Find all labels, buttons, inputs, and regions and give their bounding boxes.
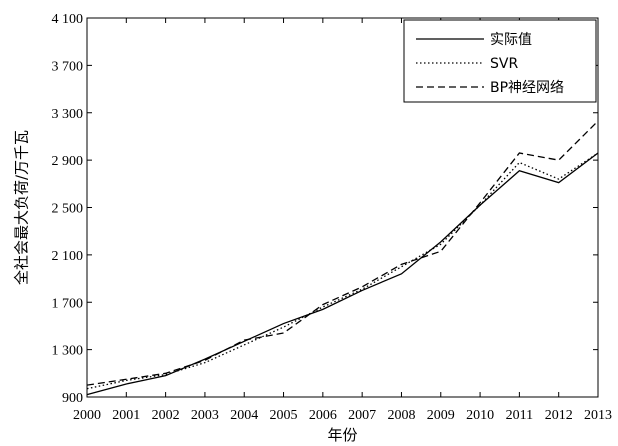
- y-tick-label: 2 900: [52, 154, 84, 169]
- series-line-1: [86, 152, 599, 390]
- series-line-2: [86, 120, 599, 386]
- legend-box: [403, 19, 597, 103]
- x-tick-label: 2008: [387, 408, 415, 423]
- x-tick-label: 2003: [191, 408, 219, 423]
- y-axis-title: 全社会最大负荷/万千瓦: [13, 130, 31, 285]
- y-tick-label: 1 700: [52, 296, 84, 311]
- x-tick-label: 2007: [348, 408, 376, 423]
- x-axis-ticks: 2000 2001 2002 2003 2004 2005 2006 2007 2008 2009…: [73, 18, 612, 423]
- y-tick-label: 2 100: [52, 249, 84, 264]
- legend-label-0: 实际值: [490, 32, 532, 48]
- series-layer: [86, 120, 599, 396]
- y-tick-label: 2 500: [52, 202, 84, 217]
- x-tick-label: 2006: [309, 408, 337, 423]
- y-tick-label: 3 700: [52, 59, 84, 74]
- x-axis-title: 年份: [327, 426, 357, 444]
- x-tick-label: 2001: [112, 408, 140, 423]
- x-tick-label: 2013: [584, 408, 612, 423]
- x-tick-label: 2004: [230, 408, 258, 423]
- x-tick-label: 2012: [545, 408, 573, 423]
- legend-label-2: BP神经网络: [490, 80, 564, 96]
- plot-area: 900 1 300 1 700 2 100 2 500 2 900 3 300 3 700 4 …: [52, 12, 613, 423]
- series-line-0: [86, 152, 599, 396]
- y-tick-label: 900: [62, 391, 83, 406]
- x-tick-label: 2000: [73, 408, 101, 423]
- y-tick-label: 1 300: [52, 344, 84, 359]
- legend-label-1: SVR: [490, 56, 518, 72]
- x-tick-label: 2009: [427, 408, 455, 423]
- x-tick-label: 2002: [152, 408, 180, 423]
- x-tick-label: 2010: [466, 408, 494, 423]
- legend: 实际值 SVR BP神经网络: [403, 19, 597, 103]
- x-tick-label: 2005: [270, 408, 298, 423]
- x-tick-label: 2011: [506, 408, 533, 423]
- y-tick-label: 3 300: [52, 107, 84, 122]
- y-tick-label: 4 100: [52, 12, 84, 27]
- y-axis-ticks: 900 1 300 1 700 2 100 2 500 2 900 3 300 3 700 4 …: [52, 12, 598, 406]
